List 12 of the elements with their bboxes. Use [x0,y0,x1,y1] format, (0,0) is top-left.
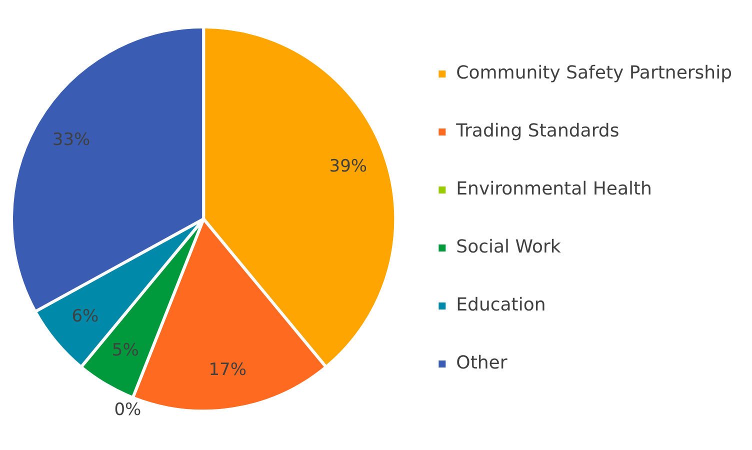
data-label: 5% [112,340,139,361]
legend-label: Education [456,294,546,316]
data-label: 39% [329,156,368,176]
legend-label: Community Safety Partnership [456,62,732,84]
legend-label: Environmental Health [456,178,652,200]
legend-label: Trading Standards [455,120,620,142]
data-label: 33% [52,130,90,150]
legend-label: Other [456,352,508,374]
text: 0% [114,400,142,420]
legend-label: Social Work [456,236,562,258]
data-label: 17% [208,360,247,380]
data-label: 6% [72,306,99,326]
